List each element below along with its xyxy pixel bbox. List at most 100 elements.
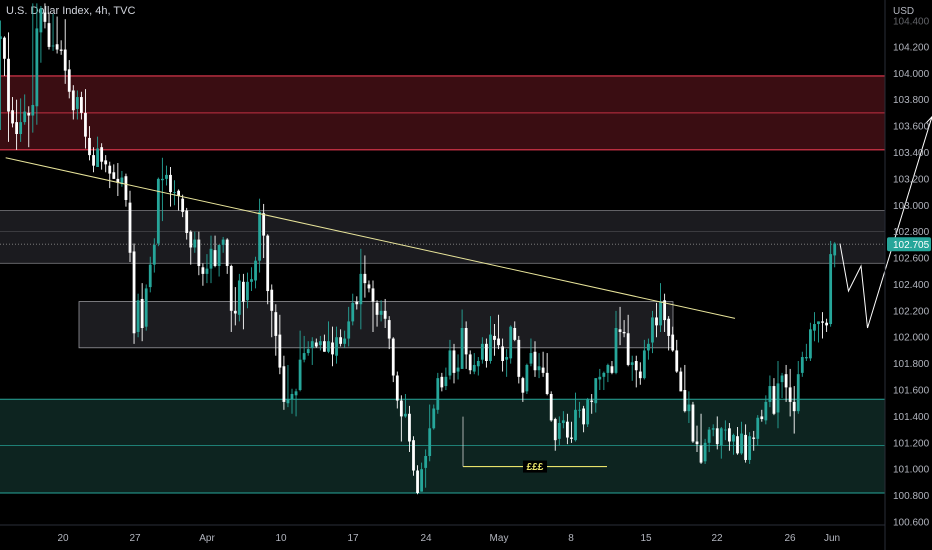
candle-body — [468, 354, 472, 371]
candle-body — [136, 300, 140, 332]
candle-body — [229, 265, 233, 311]
candle-body — [197, 239, 201, 266]
candle-body — [817, 321, 820, 325]
candle-body — [395, 375, 399, 401]
candle-body — [626, 333, 630, 365]
price-tick: 104.000 — [893, 69, 930, 80]
candle-body — [489, 334, 492, 361]
candle-body — [541, 367, 545, 373]
candle-body — [59, 49, 63, 51]
last-price-badge — [887, 237, 931, 252]
candle-body — [233, 310, 237, 314]
candle-body — [355, 301, 359, 305]
time-tick: Apr — [199, 533, 215, 544]
candle-body — [804, 357, 808, 359]
candle-body — [764, 401, 768, 421]
candle-body — [416, 470, 419, 493]
candle-body — [614, 327, 618, 373]
candle-body — [104, 160, 108, 165]
candle-body — [740, 433, 743, 454]
candle-body — [148, 264, 152, 288]
candle-body — [622, 331, 626, 334]
candle-body — [391, 338, 395, 376]
candle-body — [108, 165, 112, 174]
candle-body — [173, 192, 176, 193]
candle-body — [792, 401, 796, 412]
drawings-layer: £££ — [5, 115, 932, 473]
candle-body — [404, 413, 407, 417]
candle-body — [829, 254, 833, 325]
candle-body — [35, 28, 39, 107]
price-tick: 102.800 — [893, 227, 930, 238]
candle-body — [379, 310, 383, 315]
candle-body — [323, 341, 326, 352]
candle-body — [578, 409, 581, 411]
candle-body — [383, 310, 387, 319]
candle-body — [833, 243, 837, 256]
candle-body — [545, 372, 549, 394]
candle-body — [100, 147, 104, 162]
candle-body — [140, 298, 144, 328]
candle-body — [201, 267, 205, 274]
candle-body — [294, 391, 298, 396]
candle-body — [318, 341, 322, 346]
candle-body — [286, 399, 290, 404]
candle-body — [687, 404, 691, 412]
candle-body — [509, 326, 513, 359]
candle-body — [246, 281, 249, 301]
candle-body — [570, 437, 573, 439]
candle-body — [683, 390, 687, 412]
candle-body — [610, 366, 614, 373]
candle-body — [189, 231, 193, 248]
candle-body — [618, 329, 622, 332]
candle-body — [703, 442, 707, 462]
candle-body — [715, 428, 719, 445]
candle-body — [306, 349, 310, 354]
candle-body — [7, 58, 10, 112]
candle-body — [432, 408, 436, 429]
time-tick: 10 — [275, 533, 287, 544]
candle-body — [800, 357, 804, 373]
candle-body — [254, 260, 257, 281]
candle-body — [780, 375, 784, 383]
candle-body — [193, 239, 197, 248]
candle-body — [574, 409, 577, 441]
price-axis[interactable]: USD 104.400 104.200 104.000 103.800 103.600 1… — [884, 0, 931, 550]
candle-body — [788, 387, 792, 402]
candle-body — [825, 322, 828, 326]
candle-body — [274, 312, 278, 336]
candle-body — [156, 178, 160, 244]
candle-body — [124, 176, 128, 200]
candle-body — [707, 429, 711, 443]
candle-body — [485, 343, 488, 361]
candle-body — [533, 351, 537, 371]
candle-body — [250, 279, 253, 282]
candle-body — [55, 44, 59, 50]
price-tick: 102.400 — [893, 280, 930, 291]
candle-body — [331, 342, 334, 355]
price-tick: 103.400 — [893, 148, 930, 159]
candle-body — [19, 122, 23, 134]
candle-body — [128, 202, 132, 253]
candle-body — [112, 172, 116, 179]
candle-body — [756, 417, 760, 439]
time-axis[interactable]: 20 27 Apr 10 17 24 May 8 15 22 26 Jun — [0, 524, 885, 544]
candle-body — [517, 339, 521, 377]
candle-body — [165, 174, 168, 179]
candle-body — [642, 350, 646, 379]
price-tick: 101.400 — [893, 412, 930, 423]
candle-body — [566, 421, 569, 438]
price-tick: 102.600 — [893, 254, 930, 265]
candle-body — [821, 321, 824, 323]
candle-body — [444, 376, 448, 387]
candle-body — [582, 408, 585, 425]
candle-body — [314, 342, 318, 347]
candle-body — [752, 437, 756, 439]
candle-body — [784, 374, 788, 388]
candle-body — [456, 367, 460, 372]
candle-body — [472, 364, 476, 372]
candle-body — [282, 366, 286, 402]
candle-body — [732, 434, 735, 442]
candle-body — [387, 320, 391, 339]
